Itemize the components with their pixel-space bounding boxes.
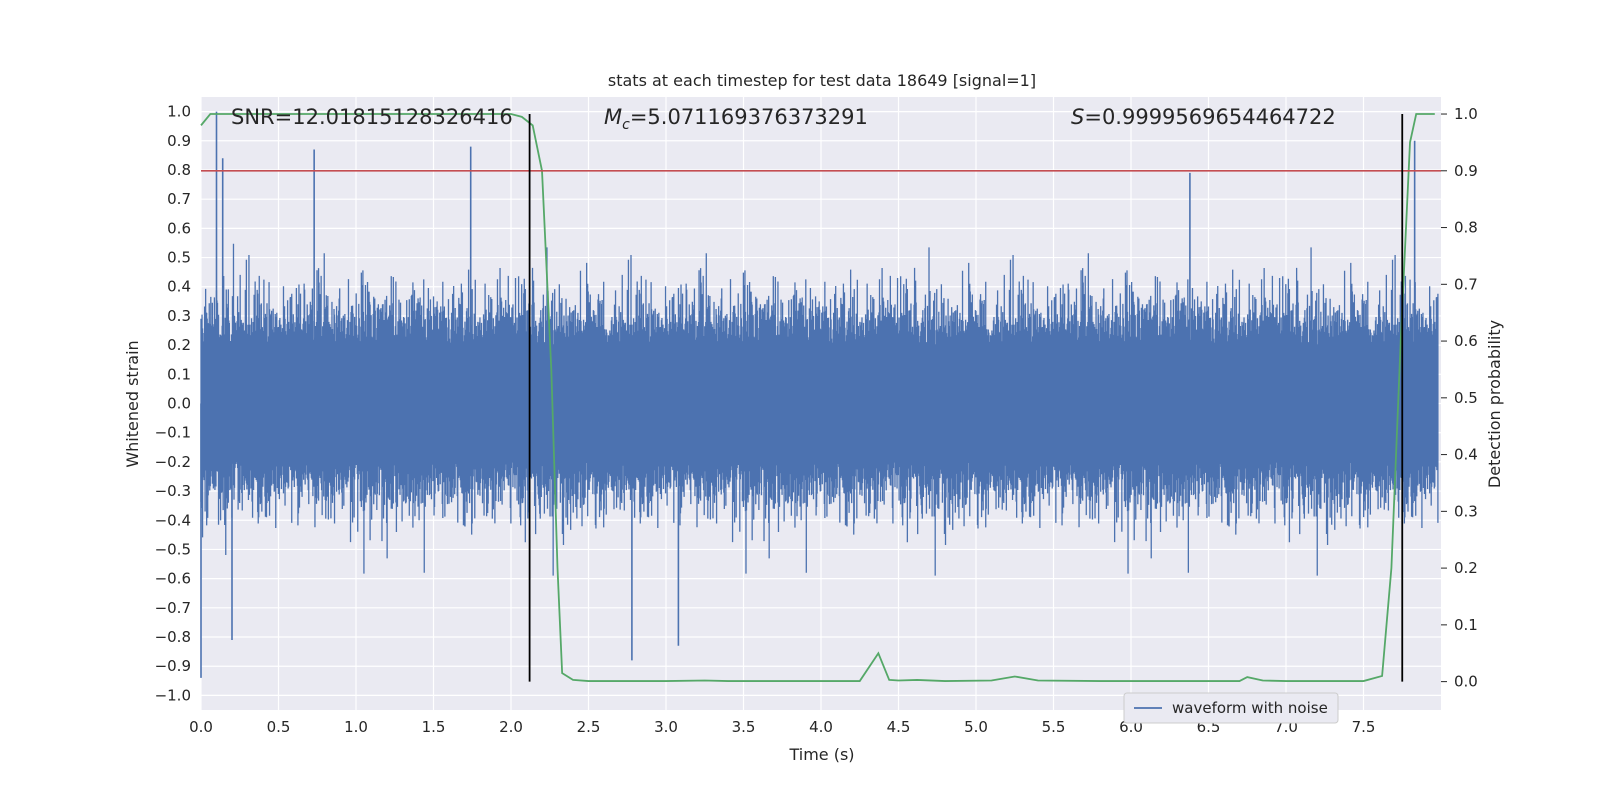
y-tick-label: 0.0 <box>167 395 191 413</box>
x-tick-label: 2.5 <box>577 718 601 736</box>
y-axis-label: Whitened strain <box>123 340 142 467</box>
y-tick-label: 0.4 <box>167 278 191 296</box>
y2-tick-label: 0.3 <box>1454 502 1478 520</box>
y2-tick-label: 0.1 <box>1454 616 1478 634</box>
chirp-mass-annotation: Mc=5.071169376373291 <box>604 105 868 133</box>
y-tick-label: −0.2 <box>155 453 191 471</box>
y-tick-label: 0.9 <box>167 132 191 150</box>
x-tick-label: 4.5 <box>887 718 911 736</box>
legend-box <box>1123 692 1339 724</box>
y-tick-label: 0.5 <box>167 249 191 267</box>
y-tick-label: 0.3 <box>167 307 191 325</box>
strain-series <box>200 111 1439 678</box>
right-y-axis: 1.0 0.9 0.8 0.7 0.6 0.5 0.4 0.3 0.2 0.1 0.0 <box>1441 105 1478 691</box>
y2-tick-label: 0.5 <box>1454 389 1478 407</box>
y-tick-label: −0.3 <box>155 482 191 500</box>
chirp-mass-subscript: c <box>622 117 630 133</box>
y-tick-label: −0.5 <box>155 540 191 558</box>
left-y-axis: 1.0 0.9 0.8 0.7 0.6 0.5 0.4 0.3 0.2 0.1 0.0 −0.1 −0.… <box>155 103 191 705</box>
x-tick-label: 4.0 <box>809 718 833 736</box>
y2-tick-label: 1.0 <box>1454 105 1478 123</box>
chirp-mass-value: =5.071169376373291 <box>630 105 868 129</box>
y-tick-label: −0.1 <box>155 424 191 442</box>
y-tick-label: 0.6 <box>167 219 191 237</box>
y2-tick-label: 0.0 <box>1454 673 1478 691</box>
x-tick-label: 3.0 <box>654 718 678 736</box>
y-tick-label: 0.7 <box>167 190 191 208</box>
y2-axis-label: Detection probability <box>1485 320 1504 488</box>
chart-title: stats at each timestep for test data 186… <box>608 71 1036 90</box>
y2-tick-label: 0.9 <box>1454 162 1478 180</box>
y-tick-label: 0.1 <box>167 365 191 383</box>
y2-tick-label: 0.4 <box>1454 446 1478 464</box>
y-tick-label: −0.9 <box>155 657 191 675</box>
reference-lines <box>201 114 1441 682</box>
y-tick-label: −0.7 <box>155 599 191 617</box>
x-tick-label: 2.0 <box>499 718 523 736</box>
score-annotation: S=0.9999569654464722 <box>1071 105 1336 129</box>
y-tick-label: −1.0 <box>155 686 191 704</box>
x-tick-label: 1.0 <box>344 718 368 736</box>
y2-tick-label: 0.2 <box>1454 559 1478 577</box>
x-tick-label: 5.5 <box>1042 718 1066 736</box>
y-tick-label: −0.4 <box>155 511 191 529</box>
legend: waveform with noise <box>1123 692 1339 724</box>
y-tick-label: −0.8 <box>155 628 191 646</box>
x-tick-label: 0.5 <box>267 718 291 736</box>
x-tick-label: 7.5 <box>1352 718 1376 736</box>
score-symbol: S <box>1071 105 1084 129</box>
x-tick-label: 0.0 <box>189 718 213 736</box>
y2-tick-label: 0.7 <box>1454 275 1478 293</box>
chirp-mass-symbol: M <box>604 105 622 129</box>
y-tick-label: 0.8 <box>167 161 191 179</box>
x-tick-label: 5.0 <box>964 718 988 736</box>
snr-annotation: SNR=12.01815128326416 <box>231 105 513 129</box>
legend-label: waveform with noise <box>1172 699 1328 717</box>
y-tick-label: −0.6 <box>155 570 191 588</box>
x-tick-label: 3.5 <box>732 718 756 736</box>
y-tick-label: 0.2 <box>167 336 191 354</box>
y-tick-label: 1.0 <box>167 103 191 121</box>
y2-tick-label: 0.8 <box>1454 219 1478 237</box>
y2-tick-label: 0.6 <box>1454 332 1478 350</box>
x-tick-label: 1.5 <box>422 718 446 736</box>
score-value: =0.9999569654464722 <box>1084 105 1335 129</box>
x-axis-label: Time (s) <box>788 745 854 764</box>
